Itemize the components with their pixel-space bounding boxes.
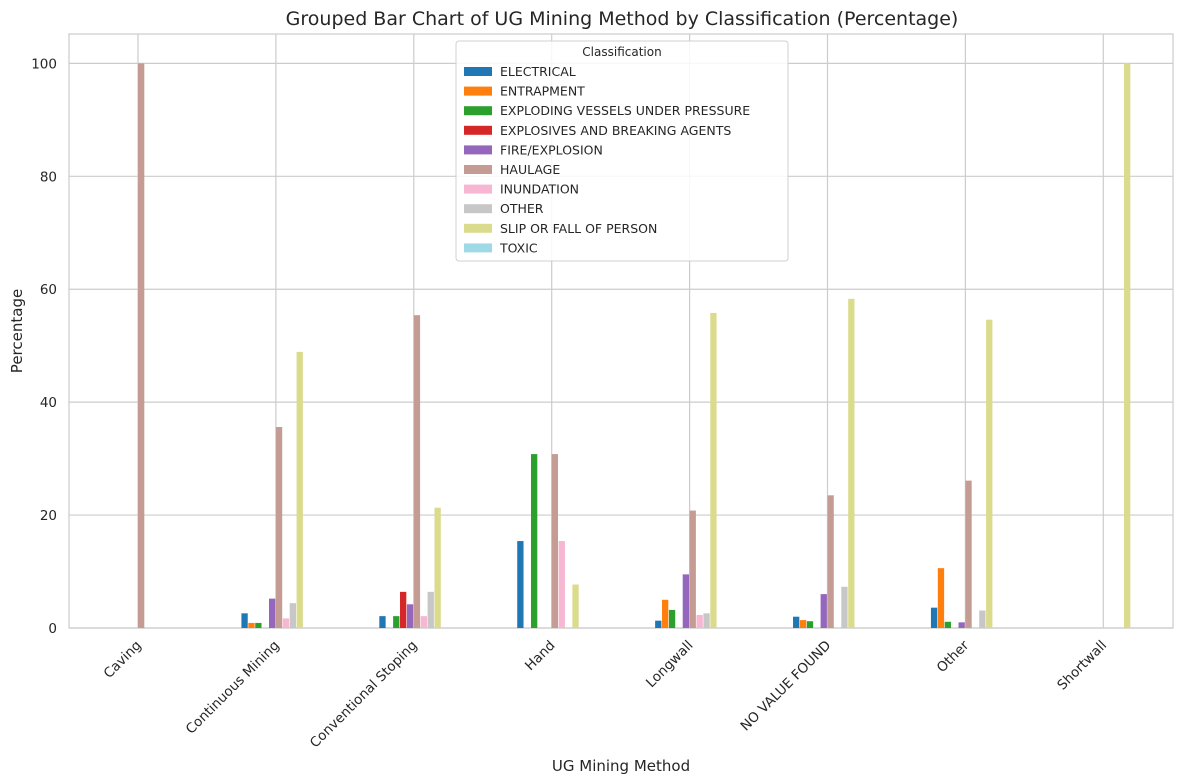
bar: [558, 541, 565, 628]
x-tick-labels: Caving Continuous Mining Conventional Stop…: [101, 637, 1111, 751]
bar: [799, 620, 807, 628]
bar: [841, 586, 848, 628]
legend-label: HAULAGE: [500, 162, 560, 177]
bar: [413, 315, 421, 628]
bar: [531, 454, 538, 628]
bars: [138, 63, 1131, 629]
bar: [551, 454, 558, 628]
bar: [979, 610, 986, 628]
bar: [282, 618, 290, 628]
legend: Classification ELECTRICAL ENTRAPMENT EXPLO…: [455, 40, 789, 262]
bar: [296, 351, 303, 628]
bar: [793, 616, 800, 628]
legend-label: EXPLOSIVES AND BREAKING AGENTS: [500, 123, 731, 138]
legend-swatch: [464, 125, 492, 135]
x-tick-label: Continuous Mining: [183, 638, 283, 738]
bar: [393, 616, 400, 628]
bar: [827, 495, 834, 628]
bar: [241, 613, 248, 628]
bar: [682, 574, 690, 628]
x-tick-label: NO VALUE FOUND: [737, 638, 834, 735]
bar: [517, 541, 524, 628]
x-tick-label: Longwall: [643, 638, 696, 691]
legend-label: FIRE/EXPLOSION: [500, 142, 603, 157]
bar: [965, 480, 972, 628]
bar: [703, 613, 710, 628]
y-tick-label: 60: [40, 282, 57, 298]
bar: [255, 622, 262, 628]
legend-label: EXPLODING VESSELS UNDER PRESSURE: [500, 103, 750, 118]
bar: [1123, 63, 1131, 629]
bar: [572, 584, 579, 628]
legend-items: ELECTRICAL ENTRAPMENT EXPLODING VESSELS UN…: [464, 64, 750, 255]
y-tick-label: 40: [40, 395, 57, 411]
legend-swatch: [464, 243, 492, 253]
bar: [406, 604, 414, 628]
bar: [944, 621, 952, 628]
x-tick-label: Other: [934, 637, 973, 676]
bar: [662, 599, 669, 628]
bar: [275, 426, 283, 628]
x-tick-label: Conventional Stoping: [307, 638, 421, 752]
legend-swatch: [464, 67, 492, 76]
x-tick-label: Caving: [101, 638, 145, 682]
y-axis-label: Percentage: [8, 289, 26, 373]
bar: [379, 616, 386, 628]
bar: [930, 607, 938, 628]
bar: [806, 621, 814, 628]
x-tick-label: Hand: [522, 638, 558, 674]
y-tick-labels: 0 20 40 60 80 100: [31, 56, 57, 637]
y-tick-label: 80: [40, 169, 57, 185]
chart-title: Grouped Bar Chart of UG Mining Method by…: [286, 8, 959, 30]
bar: [848, 298, 855, 628]
y-tick-label: 100: [31, 56, 57, 72]
bar: [420, 616, 427, 628]
bar: [289, 603, 296, 628]
legend-swatch: [464, 223, 492, 233]
bar: [689, 510, 696, 628]
bar: [668, 609, 676, 628]
legend-swatch: [464, 184, 492, 194]
bar: [820, 594, 827, 628]
legend-label: ELECTRICAL: [500, 64, 576, 79]
y-tick-label: 20: [40, 508, 57, 524]
bar: [937, 568, 945, 628]
x-tick-label: Shortwall: [1054, 638, 1110, 694]
bar: [248, 622, 255, 628]
legend-box: [455, 40, 789, 262]
bar: [400, 591, 407, 628]
y-tick-label: 0: [48, 621, 57, 637]
legend-label: OTHER: [500, 201, 544, 216]
bar: [434, 507, 441, 628]
legend-swatch: [464, 165, 492, 174]
x-axis-label: UG Mining Method: [552, 757, 690, 775]
legend-swatch: [464, 86, 492, 96]
legend-label: SLIP OR FALL OF PERSON: [500, 221, 657, 236]
legend-label: INUNDATION: [500, 182, 579, 197]
legend-label: ENTRAPMENT: [500, 84, 585, 99]
bar: [138, 63, 145, 629]
legend-swatch: [464, 145, 492, 155]
bar: [696, 615, 703, 628]
bar: [986, 319, 993, 628]
legend-swatch: [464, 204, 492, 214]
bar: [427, 591, 434, 628]
bar: [269, 598, 276, 628]
bar: [958, 622, 965, 628]
legend-title: Classification: [582, 45, 661, 59]
legend-swatch: [464, 106, 492, 116]
bar: [655, 620, 662, 628]
bar: [710, 312, 717, 628]
legend-label: TOXIC: [499, 240, 538, 255]
